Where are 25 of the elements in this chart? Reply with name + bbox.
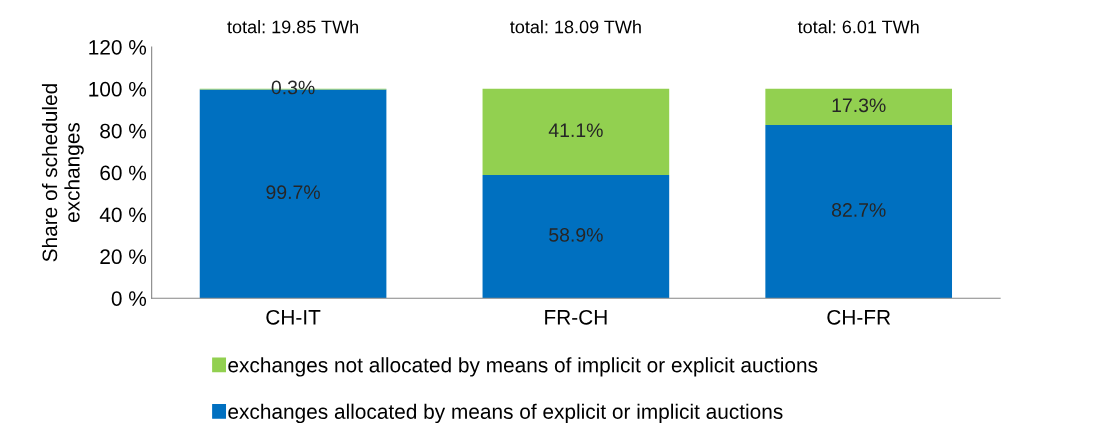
bar	[482, 174, 670, 299]
bar	[482, 88, 670, 175]
y-tick-label: 100 %	[89, 81, 147, 97]
bar	[765, 125, 953, 299]
y-tick-label: 60 %	[100, 165, 147, 181]
x-tick-label: CH-FR	[827, 309, 891, 325]
data-label: 82.7%	[831, 203, 886, 217]
text: total: 18.09 TWh	[510, 20, 641, 34]
data-label: 17.3%	[832, 98, 886, 113]
data-label: 41.1%	[548, 123, 603, 137]
y-tick-label: 0 %	[111, 291, 147, 306]
data-label: 99.7%	[266, 185, 320, 200]
y-axis-title: Share of scheduled exchanges	[41, 84, 84, 262]
text: total: 6.01 TWh	[797, 20, 919, 34]
y-tick-label: 120 %	[89, 39, 147, 55]
y-tick-label: 40 %	[99, 207, 147, 223]
legend-label: exchanges not allocated by means of implicit or explicit auctions	[228, 357, 818, 377]
text: total: 19.85 TWh	[227, 20, 358, 34]
x-tick-label: FR-CH	[545, 309, 607, 325]
y-tick-label: 80 %	[100, 123, 147, 139]
legend-label: exchanges allocated by means of explicit or implicit auctions	[228, 403, 783, 423]
y-tick-label: 20 %	[100, 249, 147, 265]
x-tick-label: CH-IT	[266, 309, 321, 325]
bar	[765, 88, 953, 126]
data-label: 58.9%	[549, 228, 603, 242]
